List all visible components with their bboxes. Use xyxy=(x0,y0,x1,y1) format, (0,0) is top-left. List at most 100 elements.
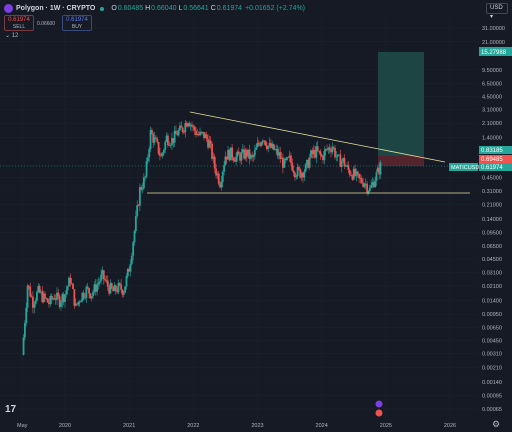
candle-body[interactable] xyxy=(324,149,327,151)
candle-body[interactable] xyxy=(32,296,34,308)
candle-body[interactable] xyxy=(245,150,248,157)
candle-body[interactable] xyxy=(117,283,120,293)
candle-body[interactable] xyxy=(184,123,187,133)
candle-body[interactable] xyxy=(152,134,155,143)
candle-body[interactable] xyxy=(339,154,342,167)
candle-body[interactable] xyxy=(271,143,274,148)
candle-body[interactable] xyxy=(176,133,179,136)
candle-body[interactable] xyxy=(374,180,377,188)
candle-body[interactable] xyxy=(286,157,288,161)
candle-body[interactable] xyxy=(146,157,149,162)
candle-body[interactable] xyxy=(287,157,290,159)
candle-body[interactable] xyxy=(90,296,93,299)
candle-body[interactable] xyxy=(70,283,73,284)
candle-body[interactable] xyxy=(355,171,358,176)
candle-body[interactable] xyxy=(251,154,254,158)
candle-body[interactable] xyxy=(225,156,228,160)
candle-body[interactable] xyxy=(84,297,86,299)
candle-body[interactable] xyxy=(372,182,375,188)
candle-body[interactable] xyxy=(68,277,70,287)
candle-body[interactable] xyxy=(244,150,247,159)
candle-body[interactable] xyxy=(267,145,270,150)
candle-body[interactable] xyxy=(76,303,78,305)
candle-body[interactable] xyxy=(145,161,148,177)
candle-body[interactable] xyxy=(275,148,278,150)
candle-body[interactable] xyxy=(138,187,141,206)
currency-select[interactable]: USD ▾ xyxy=(486,3,508,20)
candle-body[interactable] xyxy=(239,154,242,161)
candle-body[interactable] xyxy=(66,286,69,291)
candle-body[interactable] xyxy=(338,154,340,156)
candle-body[interactable] xyxy=(273,149,276,151)
candle-body[interactable] xyxy=(85,286,88,298)
candle-body[interactable] xyxy=(326,149,328,150)
candle-body[interactable] xyxy=(41,291,44,303)
candle-body[interactable] xyxy=(30,296,33,298)
stop-zone[interactable] xyxy=(378,156,424,166)
candle-body[interactable] xyxy=(340,161,343,167)
trend-line[interactable] xyxy=(189,111,446,163)
candle-body[interactable] xyxy=(308,157,311,168)
candle-body[interactable] xyxy=(165,135,168,142)
candle-body[interactable] xyxy=(215,168,217,176)
candle-body[interactable] xyxy=(253,149,256,156)
candle-body[interactable] xyxy=(25,307,28,323)
candle-body[interactable] xyxy=(243,149,246,159)
candle-body[interactable] xyxy=(64,294,66,302)
candle-body[interactable] xyxy=(34,300,37,305)
candle-body[interactable] xyxy=(195,130,197,136)
candle-body[interactable] xyxy=(290,155,292,163)
candle-body[interactable] xyxy=(227,149,229,160)
candle-body[interactable] xyxy=(303,171,306,178)
candle-body[interactable] xyxy=(121,289,124,295)
candle-body[interactable] xyxy=(61,294,64,303)
candle-body[interactable] xyxy=(348,170,351,175)
candle-body[interactable] xyxy=(82,292,85,298)
candle-body[interactable] xyxy=(368,187,371,192)
candle-body[interactable] xyxy=(185,123,188,127)
candle-body[interactable] xyxy=(201,132,204,133)
candle-body[interactable] xyxy=(159,153,161,156)
candle-body[interactable] xyxy=(217,173,220,184)
candle-body[interactable] xyxy=(37,285,40,293)
candle-body[interactable] xyxy=(69,277,72,284)
candle-body[interactable] xyxy=(219,183,221,188)
candle-body[interactable] xyxy=(336,154,339,157)
candle-body[interactable] xyxy=(296,166,299,177)
candle-body[interactable] xyxy=(192,126,195,128)
candle-body[interactable] xyxy=(28,285,30,287)
candle-body[interactable] xyxy=(279,152,282,159)
candle-body[interactable] xyxy=(48,302,50,305)
candle-body[interactable] xyxy=(358,173,360,179)
candle-body[interactable] xyxy=(208,140,211,148)
candle-body[interactable] xyxy=(52,298,54,300)
candle-body[interactable] xyxy=(327,147,330,150)
candle-body[interactable] xyxy=(259,144,262,146)
candle-body[interactable] xyxy=(212,156,215,159)
candle-body[interactable] xyxy=(80,300,82,303)
candle-body[interactable] xyxy=(114,285,117,292)
candle-body[interactable] xyxy=(330,150,332,153)
candle-body[interactable] xyxy=(306,159,308,165)
candle-body[interactable] xyxy=(126,268,129,276)
candle-body[interactable] xyxy=(302,172,304,178)
candle-body[interactable] xyxy=(280,157,283,159)
candle-body[interactable] xyxy=(281,157,284,168)
event-lightning-icon[interactable] xyxy=(375,400,383,408)
candle-body[interactable] xyxy=(36,292,38,301)
candle-body[interactable] xyxy=(197,133,200,136)
candle-body[interactable] xyxy=(118,283,121,285)
candle-body[interactable] xyxy=(137,205,140,206)
candle-body[interactable] xyxy=(231,147,234,158)
candle-body[interactable] xyxy=(133,230,136,243)
candle-body[interactable] xyxy=(235,156,238,162)
candle-body[interactable] xyxy=(207,139,209,148)
symbol-title[interactable]: Polygon · 1W · CRYPTO xyxy=(16,5,96,12)
candle-body[interactable] xyxy=(310,150,312,158)
candle-body[interactable] xyxy=(73,289,76,306)
candle-body[interactable] xyxy=(199,131,201,136)
candle-body[interactable] xyxy=(157,142,160,154)
candle-body[interactable] xyxy=(167,135,169,146)
candle-body[interactable] xyxy=(81,292,84,301)
candle-body[interactable] xyxy=(315,146,318,158)
